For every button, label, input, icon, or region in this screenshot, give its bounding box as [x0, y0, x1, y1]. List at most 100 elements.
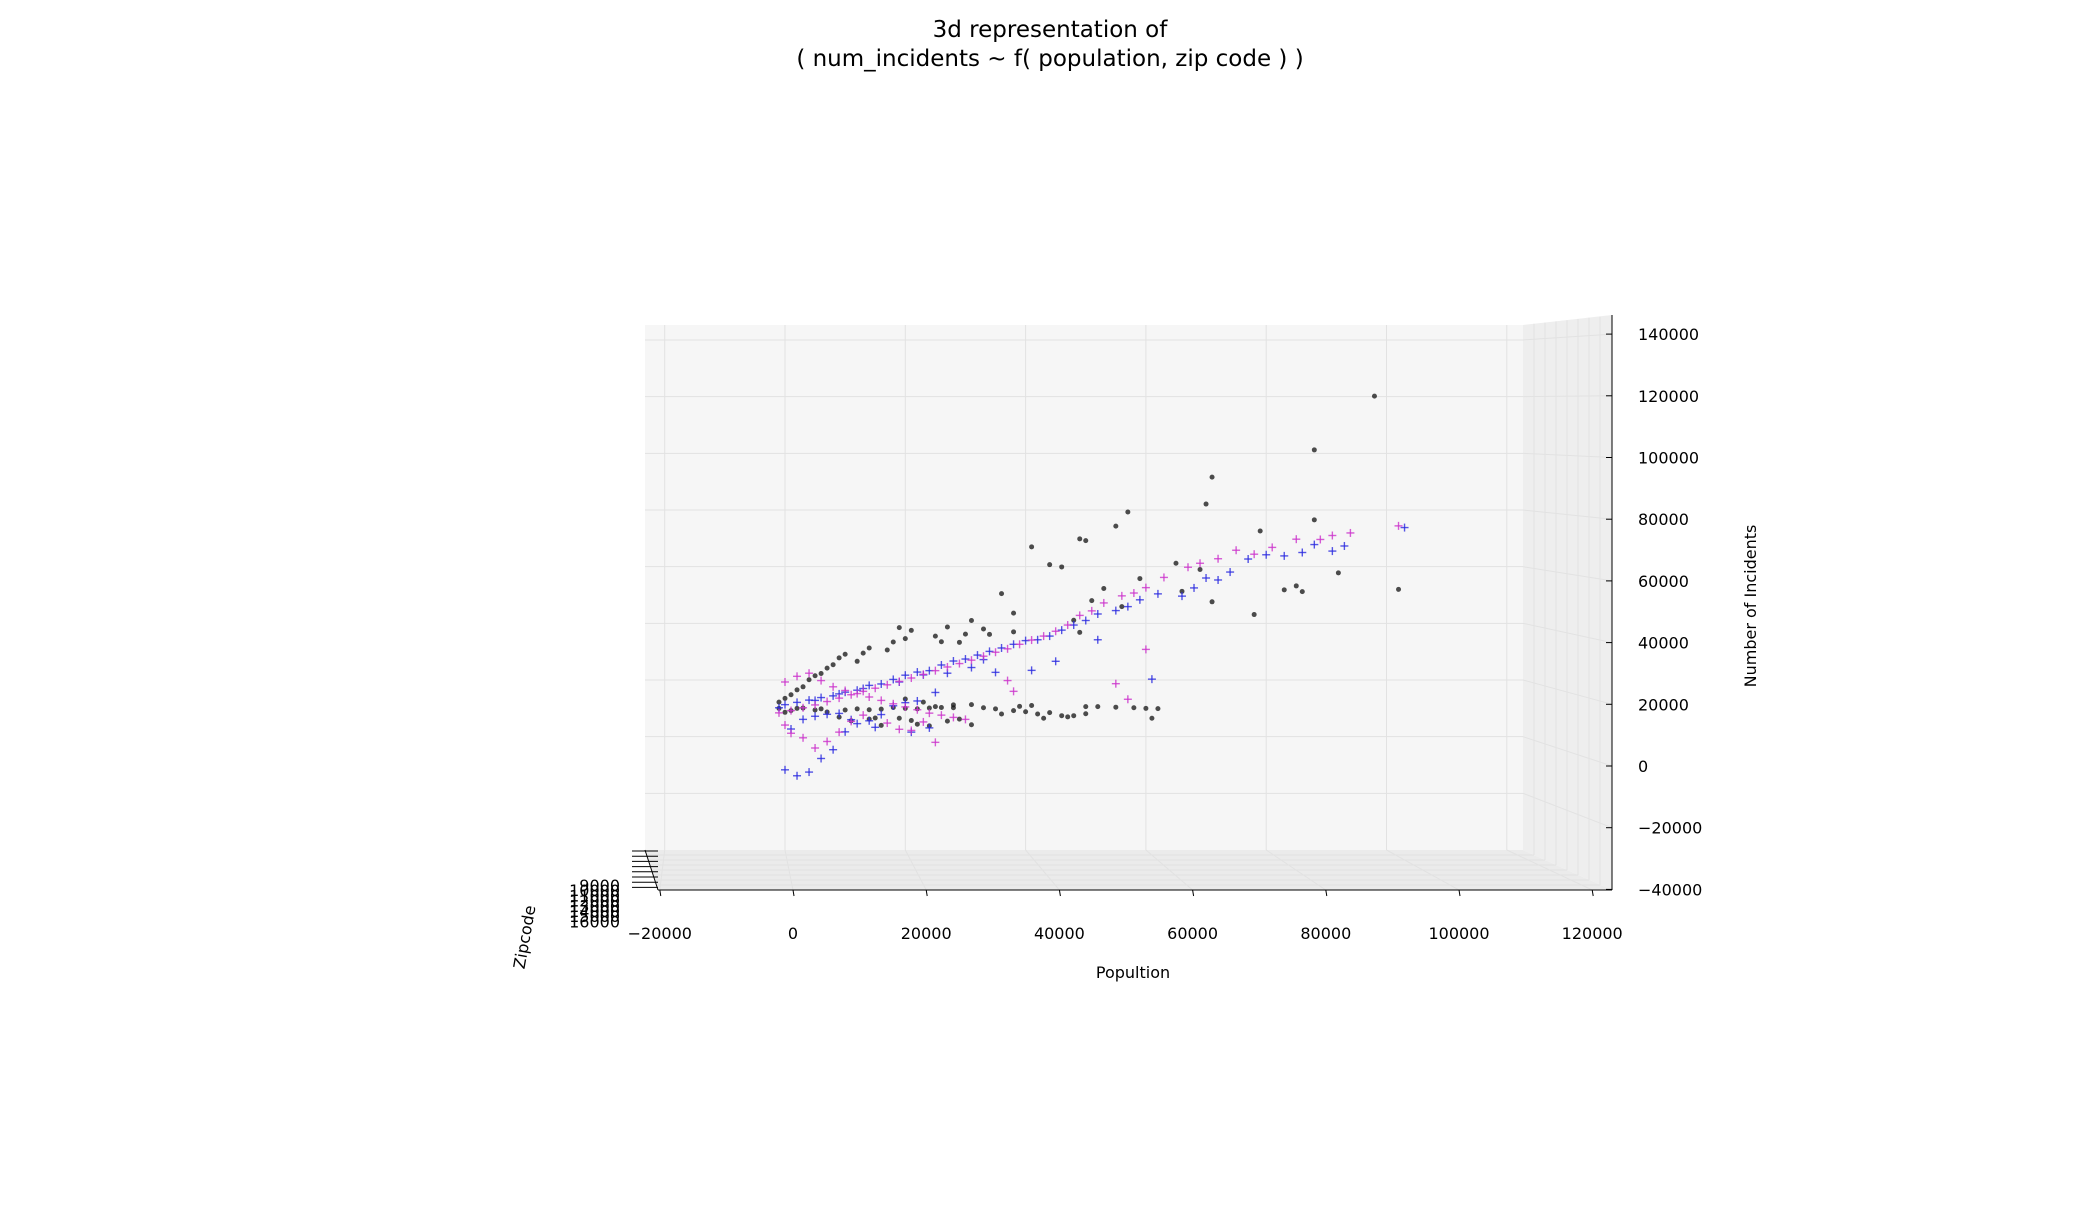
- data-point-actual: [1371, 393, 1377, 399]
- x-tick-mark: [1458, 889, 1461, 897]
- data-point-model-a: [1400, 523, 1409, 532]
- data-point-actual: [1071, 617, 1077, 623]
- data-point-actual: [999, 711, 1005, 717]
- data-point-model-a: [949, 657, 958, 666]
- data-point-actual: [782, 709, 788, 715]
- data-point-actual: [1209, 474, 1215, 480]
- data-point-actual: [987, 631, 993, 637]
- x-tick-label: 60000: [1167, 924, 1218, 943]
- data-point-model-a: [1147, 675, 1156, 684]
- data-point-model-a: [865, 681, 874, 690]
- data-point-actual: [1083, 538, 1089, 544]
- data-point-model-a: [913, 668, 922, 677]
- data-point-model-b: [1346, 528, 1355, 537]
- data-point-model-b: [1292, 535, 1301, 544]
- data-point-model-b: [895, 725, 904, 734]
- data-point-model-b: [1123, 695, 1132, 704]
- data-point-actual: [1011, 629, 1017, 635]
- data-point-model-b: [811, 700, 820, 709]
- data-point-actual: [914, 721, 920, 727]
- data-point-model-b: [889, 699, 898, 708]
- data-point-model-b: [931, 738, 940, 747]
- data-point-actual: [866, 707, 872, 713]
- data-point-actual: [1071, 713, 1077, 719]
- data-point-model-b: [835, 728, 844, 737]
- data-point-model-b: [865, 693, 874, 701]
- data-point-actual: [1131, 705, 1137, 711]
- data-point-model-b: [991, 648, 1000, 657]
- data-point-actual: [938, 639, 944, 645]
- data-point-model-a: [1226, 568, 1235, 577]
- z-tick-label: 60000: [1638, 572, 1689, 591]
- data-point-actual: [1149, 715, 1155, 721]
- data-point-actual: [842, 707, 848, 713]
- data-point-model-a: [1135, 595, 1144, 604]
- data-point-model-b: [829, 682, 838, 691]
- z-tick-label: 0: [1638, 757, 1648, 776]
- data-point-model-a: [1081, 616, 1090, 625]
- data-point-actual: [1059, 713, 1065, 719]
- data-point-model-a: [793, 698, 802, 707]
- data-point-model-b: [823, 737, 832, 746]
- data-point-model-a: [889, 675, 898, 684]
- data-point-actual: [932, 704, 938, 710]
- data-point-model-b: [883, 719, 892, 728]
- z-axis-title: Number of Incidents: [1741, 525, 1760, 688]
- data-point-actual: [782, 695, 788, 701]
- data-point-actual: [1113, 523, 1119, 529]
- data-point-model-a: [817, 693, 826, 702]
- x-tick-mark: [1192, 889, 1195, 897]
- data-point-model-b: [1003, 676, 1012, 685]
- x-tick-label: 40000: [1034, 924, 1085, 943]
- data-point-model-a: [937, 660, 946, 669]
- x-tick-label: 120000: [1562, 924, 1623, 943]
- data-point-model-b: [799, 733, 808, 742]
- z-tick-label: 120000: [1638, 387, 1699, 406]
- data-point-actual: [890, 639, 896, 645]
- data-point-model-a: [1298, 548, 1307, 557]
- data-point-actual: [968, 702, 974, 708]
- data-point-model-b: [774, 708, 783, 717]
- data-point-model-b: [853, 689, 862, 698]
- data-point-actual: [1029, 703, 1035, 708]
- y-tick-label: 15000: [569, 907, 620, 926]
- data-point-model-a: [1051, 657, 1060, 666]
- data-point-actual: [836, 655, 842, 661]
- data-point-model-a: [931, 688, 940, 697]
- data-point-actual: [884, 647, 890, 653]
- data-point-actual: [1396, 586, 1402, 592]
- data-point-actual: [1083, 704, 1089, 710]
- data-point-actual: [962, 631, 968, 637]
- data-point-actual: [1041, 715, 1047, 721]
- x-tick-label: 20000: [901, 924, 952, 943]
- data-point-actual: [1017, 703, 1023, 709]
- data-point-actual: [1077, 629, 1083, 635]
- x-tick-mark: [659, 889, 662, 897]
- data-point-actual: [1035, 711, 1041, 717]
- data-point-actual: [812, 673, 818, 679]
- data-points: [774, 393, 1409, 780]
- data-point-model-b: [919, 717, 928, 726]
- y-tick-label: 14000: [569, 902, 620, 921]
- data-point-actual: [968, 618, 974, 623]
- data-point-actual: [1095, 704, 1101, 710]
- data-point-actual: [1137, 576, 1143, 582]
- data-point-model-b: [883, 680, 892, 689]
- data-point-model-b: [1015, 640, 1024, 649]
- data-point-model-a: [1093, 609, 1102, 618]
- y-tick-label: 9000: [579, 876, 620, 895]
- data-point-model-b: [787, 706, 796, 715]
- data-point-model-b: [859, 687, 868, 696]
- data-point-model-a: [1244, 555, 1253, 564]
- z-tick-label: 80000: [1638, 510, 1689, 529]
- z-axis-ticks: −40000 −20000 0 20000 40000 60000 80000 100000 1…: [1606, 325, 1702, 899]
- data-point-actual: [824, 665, 830, 671]
- data-point-model-b: [841, 686, 850, 695]
- data-point-model-b: [1196, 559, 1205, 568]
- data-point-model-a: [781, 765, 789, 774]
- data-point-model-b: [1111, 679, 1120, 688]
- data-point-model-a: [1027, 666, 1036, 675]
- data-point-model-b: [1051, 627, 1060, 636]
- x-axis-ticks: −20000 0 20000 40000 60000 80000 100000 120000: [628, 889, 1623, 943]
